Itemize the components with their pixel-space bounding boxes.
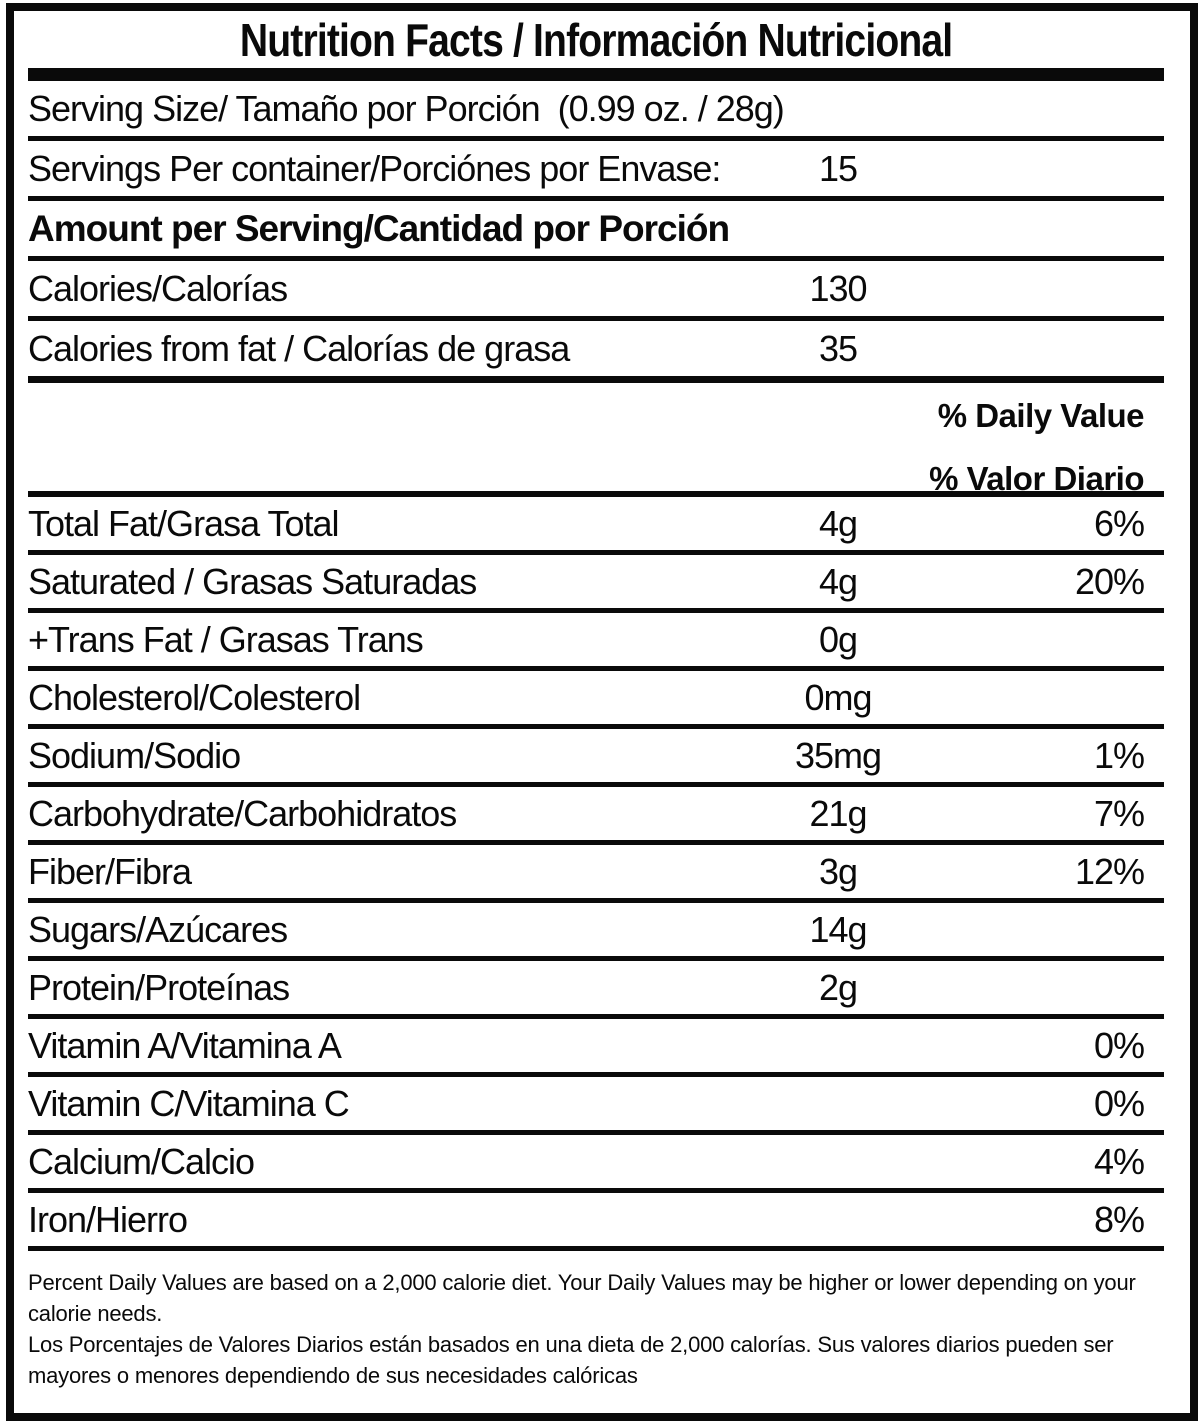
nutrient-amount: 21g [809, 792, 867, 834]
nutrient-row-total-fat: Total Fat/Grasa Total 4g 6% [28, 497, 1164, 550]
nutrient-row-vitamin-a: Vitamin A/Vitamina A 0% [28, 1019, 1164, 1072]
divider [28, 256, 1164, 261]
nutrient-dv: 7% [1093, 792, 1145, 834]
divider [28, 491, 1164, 497]
divider [28, 840, 1164, 845]
nutrient-label: Vitamin A/Vitamina A [28, 1024, 342, 1066]
nutrient-dv: 20% [1074, 560, 1145, 602]
nutrient-amount: 4g [818, 560, 858, 602]
nutrient-row-iron: Iron/Hierro 8% [28, 1193, 1164, 1246]
nutrient-label: Saturated / Grasas Saturadas [28, 560, 477, 602]
calories-from-fat-label: Calories from fat / Calorías de grasa [28, 327, 570, 369]
nutrient-label: Carbohydrate/Carbohidratos [28, 792, 457, 834]
calories-row: Calories/Calorías 130 [28, 261, 1164, 316]
servings-per-container-row: Servings Per container/Porciónes por Env… [28, 141, 1164, 196]
daily-value-header-en: % Daily Value [937, 397, 1145, 434]
serving-size-row: Serving Size/ Tamaño por Porción (0.99 o… [28, 81, 1164, 136]
nutrient-dv: 8% [1093, 1198, 1145, 1240]
calories-from-fat-value: 35 [818, 327, 858, 369]
nutrient-row-protein: Protein/Proteínas 2g [28, 961, 1164, 1014]
title-separator-bar [28, 68, 1164, 81]
nutrient-dv: 4% [1093, 1140, 1145, 1182]
nutrient-amount: 14g [809, 908, 867, 950]
nutrient-amount: 4g [818, 502, 858, 544]
nutrient-amount: 35mg [794, 734, 882, 776]
nutrient-dv: 1% [1093, 734, 1145, 776]
divider [28, 136, 1164, 141]
servings-per-container-label: Servings Per container/Porciónes por Env… [28, 147, 721, 189]
divider [28, 666, 1164, 671]
nutrient-row-fiber: Fiber/Fibra 3g 12% [28, 845, 1164, 898]
nutrient-amount: 0g [818, 618, 858, 660]
divider [28, 1246, 1164, 1251]
serving-size-label: Serving Size/ Tamaño por Porción (0.99 o… [28, 87, 785, 129]
nutrient-row-carbohydrate: Carbohydrate/Carbohidratos 21g 7% [28, 787, 1164, 840]
divider [28, 898, 1164, 903]
nutrition-facts-label: Nutrition Facts / Información Nutriciona… [6, 3, 1198, 1421]
nutrient-dv: 0% [1093, 1024, 1145, 1066]
nutrient-row-sodium: Sodium/Sodio 35mg 1% [28, 729, 1164, 782]
calories-label: Calories/Calorías [28, 267, 288, 309]
divider [28, 196, 1164, 201]
label-header: Nutrition Facts / Información Nutriciona… [28, 11, 1164, 68]
nutrient-label: Sodium/Sodio [28, 734, 241, 776]
daily-value-footnote: Percent Daily Values are based on a 2,00… [28, 1251, 1164, 1391]
nutrient-label: Cholesterol/Colesterol [28, 676, 361, 718]
nutrient-row-trans-fat: +Trans Fat / Grasas Trans 0g [28, 613, 1164, 666]
divider [28, 316, 1164, 321]
daily-value-header: % Daily Value % Valor Diario [28, 383, 1164, 497]
divider [28, 608, 1164, 613]
page-title: Nutrition Facts / Información Nutriciona… [239, 13, 953, 66]
divider [28, 1188, 1164, 1193]
divider [28, 550, 1164, 555]
divider [28, 724, 1164, 729]
nutrient-label: Protein/Proteínas [28, 966, 290, 1008]
amount-per-serving-header-row: Amount per Serving/Cantidad por Porción [28, 201, 1164, 256]
divider [28, 1130, 1164, 1135]
nutrient-label: Sugars/Azúcares [28, 908, 288, 950]
footnote-spanish: Los Porcentajes de Valores Diarios están… [28, 1332, 1114, 1388]
nutrient-dv: 0% [1093, 1082, 1145, 1124]
servings-per-container-value: 15 [818, 147, 858, 189]
nutrient-row-calcium: Calcium/Calcio 4% [28, 1135, 1164, 1188]
nutrient-label: Iron/Hierro [28, 1198, 188, 1240]
nutrient-amount: 0mg [804, 676, 872, 718]
divider [28, 376, 1164, 383]
nutrient-dv: 12% [1074, 850, 1145, 892]
nutrient-label: +Trans Fat / Grasas Trans [28, 618, 424, 660]
divider [28, 956, 1164, 961]
nutrient-row-vitamin-c: Vitamin C/Vitamina C 0% [28, 1077, 1164, 1130]
divider [28, 782, 1164, 787]
nutrient-label: Fiber/Fibra [28, 850, 192, 892]
amount-per-serving-header: Amount per Serving/Cantidad por Porción [28, 207, 730, 249]
calories-from-fat-row: Calories from fat / Calorías de grasa 35 [28, 321, 1164, 376]
calories-value: 130 [809, 267, 867, 309]
divider [28, 1014, 1164, 1019]
nutrient-row-saturated-fat: Saturated / Grasas Saturadas 4g 20% [28, 555, 1164, 608]
nutrient-row-cholesterol: Cholesterol/Colesterol 0mg [28, 671, 1164, 724]
footnote-english: Percent Daily Values are based on a 2,00… [28, 1270, 1136, 1326]
daily-value-header-es: % Valor Diario [929, 460, 1144, 497]
nutrient-label: Calcium/Calcio [28, 1140, 255, 1182]
nutrient-label: Vitamin C/Vitamina C [28, 1082, 350, 1124]
nutrient-label: Total Fat/Grasa Total [28, 502, 340, 544]
nutrient-row-sugars: Sugars/Azúcares 14g [28, 903, 1164, 956]
nutrient-dv: 6% [1093, 502, 1145, 544]
divider [28, 1072, 1164, 1077]
nutrient-amount: 2g [818, 966, 858, 1008]
nutrient-amount: 3g [818, 850, 858, 892]
